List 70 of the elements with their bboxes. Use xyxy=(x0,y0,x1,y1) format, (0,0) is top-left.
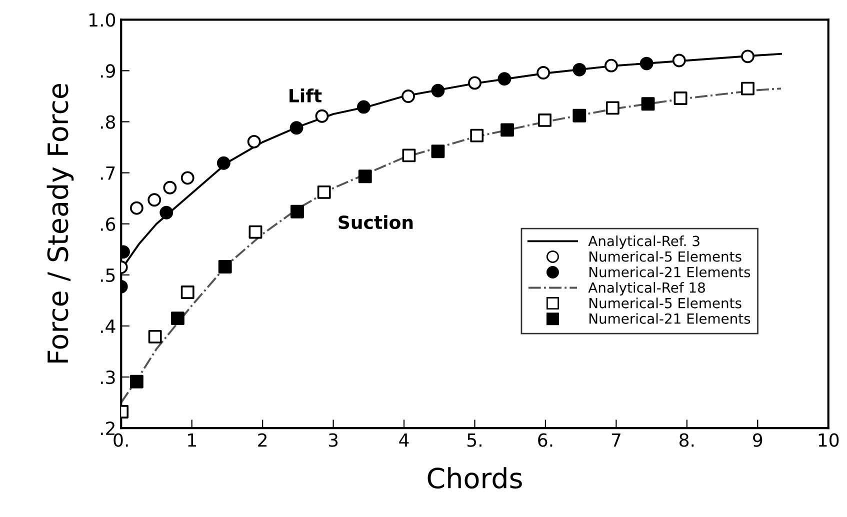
legend-label: Numerical-21 Elements xyxy=(590,313,750,324)
legend-label: Analytical-Ref 18 xyxy=(588,282,705,296)
legend-label: Analytical-Ref. 3 xyxy=(588,236,700,249)
point xyxy=(160,206,174,220)
point xyxy=(130,374,144,388)
x-axis-title: Chords xyxy=(428,467,522,489)
y-tick-label: .9 xyxy=(100,64,115,78)
point xyxy=(402,90,415,103)
point xyxy=(317,185,331,199)
x-tick-label: 10 xyxy=(818,433,839,447)
y-tick-label: .7 xyxy=(100,166,115,180)
point xyxy=(356,100,370,114)
point xyxy=(674,92,688,105)
x-tick-label: 2 xyxy=(258,433,267,447)
point xyxy=(741,82,754,96)
point xyxy=(606,101,620,115)
point xyxy=(180,171,194,185)
x-tick-label: 9 xyxy=(753,433,762,447)
point xyxy=(470,128,484,142)
point xyxy=(431,144,445,158)
point xyxy=(290,121,304,135)
point xyxy=(180,286,194,299)
legend-label: Numerical-5 Elements xyxy=(590,251,742,262)
point xyxy=(218,260,232,274)
point xyxy=(641,97,655,111)
point xyxy=(402,148,416,162)
annotation: Lift xyxy=(290,88,322,102)
y-tick-label: .5 xyxy=(100,268,115,282)
point xyxy=(604,58,618,72)
point xyxy=(741,50,754,64)
y-tick-label: .4 xyxy=(100,320,116,333)
annotation: Suction xyxy=(338,215,413,230)
point xyxy=(247,134,261,148)
point xyxy=(672,54,686,68)
point xyxy=(148,193,162,207)
point xyxy=(498,72,512,86)
y-tick-label: 1.0 xyxy=(90,13,116,27)
point xyxy=(248,225,262,239)
x-tick-label: 4 xyxy=(399,433,409,447)
x-tick-label: 1 xyxy=(188,433,196,447)
x-tick-label: 6. xyxy=(538,433,552,447)
point xyxy=(148,330,162,344)
y-tick-label: .3 xyxy=(100,370,115,384)
y-axis-title: Force / Steady Force xyxy=(46,84,74,363)
point xyxy=(538,114,552,127)
legend-label: Numerical-5 Elements xyxy=(590,298,742,308)
x-tick-label: 3 xyxy=(328,433,338,447)
x-tick-label: 8. xyxy=(680,433,694,447)
point xyxy=(536,66,550,80)
x-tick-label: 0. xyxy=(114,433,128,447)
y-tick-label: .8 xyxy=(100,115,116,129)
point xyxy=(216,156,230,170)
point xyxy=(572,108,586,122)
y-tick-label: .2 xyxy=(100,422,114,435)
point xyxy=(170,312,184,326)
point xyxy=(468,76,482,90)
point xyxy=(358,170,372,184)
point xyxy=(640,56,654,70)
point xyxy=(315,109,329,123)
x-tick-label: 5. xyxy=(468,433,482,447)
legend-label: Numerical-21 Elements xyxy=(590,266,750,278)
x-tick-label: 7 xyxy=(612,433,620,447)
point xyxy=(163,180,177,194)
point xyxy=(500,123,514,137)
line-series xyxy=(121,88,782,404)
y-tick-label: .6 xyxy=(100,217,116,231)
point xyxy=(130,201,144,215)
point xyxy=(572,62,586,76)
point xyxy=(431,84,445,98)
point xyxy=(290,204,304,218)
